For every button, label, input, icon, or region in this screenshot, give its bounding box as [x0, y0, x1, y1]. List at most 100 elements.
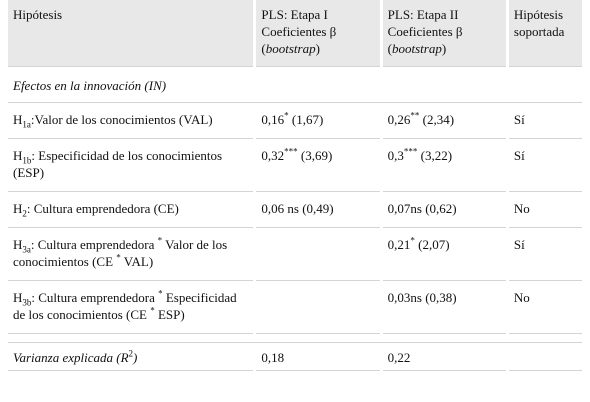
text-run: bootstrap: [392, 41, 442, 56]
table-row: H3b: Cultura emprendedora * Especificida…: [8, 281, 582, 334]
cell: Sí: [508, 103, 582, 139]
text-run: *: [116, 252, 121, 263]
text-run: Sí: [513, 148, 525, 163]
cell: 0,03ns (0,38): [382, 281, 506, 334]
cell: 0,22: [382, 343, 506, 371]
cell: Sí: [508, 139, 582, 192]
text-run: H: [13, 290, 23, 305]
cell: 0,3*** (3,22): [382, 139, 506, 192]
table-row: H2: Cultura emprendedora (CE) 0,06 ns (0,…: [8, 192, 582, 228]
text-run: 2: [22, 208, 27, 219]
text-run: : Cultura emprendedora: [31, 290, 159, 305]
text-run: 3a: [22, 244, 31, 255]
text-run: H: [13, 148, 23, 163]
text-run: : Cultura emprendedora: [30, 237, 158, 252]
text-run: 0,21: [387, 237, 411, 252]
cell: Sí: [508, 228, 582, 281]
text-run: :Valor de los conocimientos (VAL): [30, 112, 213, 127]
text-run: Hipótesis: [13, 7, 63, 22]
cell: 0,26** (2,34): [382, 103, 506, 139]
text-run: VAL): [120, 254, 154, 269]
cell: H1a:Valor de los conocimientos (VAL): [8, 103, 254, 139]
cell: H3a: Cultura emprendedora * Valor de los…: [8, 228, 254, 281]
table-row: H3a: Cultura emprendedora * Valor de los…: [8, 228, 582, 281]
cell: PLS: Etapa I Coeficientes β (bootstrap): [256, 0, 380, 67]
cell: H2: Cultura emprendedora (CE): [8, 192, 254, 228]
text-run: H: [13, 201, 23, 216]
cell: No: [508, 192, 582, 228]
text-run: 0,32: [261, 148, 285, 163]
header-row: Hipótesis PLS: Etapa I Coeficientes β (bo…: [8, 0, 582, 67]
text-run: (2,07): [414, 237, 450, 252]
text-run: 0,16: [261, 112, 285, 127]
cell: [508, 343, 582, 371]
text-run: No: [513, 290, 530, 305]
text-run: ***: [403, 146, 418, 157]
text-run: 0,18: [261, 350, 285, 365]
text-run: (3,69): [297, 148, 333, 163]
text-run: (3,22): [417, 148, 453, 163]
text-run: Sí: [513, 112, 525, 127]
table-row: H1a:Valor de los conocimientos (VAL) 0,16…: [8, 103, 582, 139]
text-run: (1,67): [288, 112, 324, 127]
text-run: ): [315, 41, 320, 56]
cell: 0,18: [256, 343, 380, 371]
text-run: Especificidad de los conocimientos (CE: [13, 290, 237, 322]
cell: 0,21* (2,07): [382, 228, 506, 281]
cell: PLS: Etapa II Coeficientes β (bootstrap): [382, 0, 506, 67]
text-run: *: [284, 110, 289, 121]
text-run: Hipótesis soportada: [513, 7, 565, 39]
text-run: *: [158, 288, 163, 299]
text-run: H: [13, 237, 23, 252]
text-run: *: [410, 235, 415, 246]
text-run: 1b: [22, 155, 32, 166]
text-run: 0,07ns (0,62): [387, 201, 457, 216]
cell: [256, 228, 380, 281]
text-run: *: [150, 305, 155, 316]
cell: 0,32*** (3,69): [256, 139, 380, 192]
results-table: Hipótesis PLS: Etapa I Coeficientes β (bo…: [5, 0, 585, 371]
cell: 0,16* (1,67): [256, 103, 380, 139]
cell: [256, 281, 380, 334]
text-run: **: [410, 110, 420, 121]
spacer: [8, 334, 582, 343]
cell: H1b: Especificidad de los conocimientos …: [8, 139, 254, 192]
text-run: ***: [284, 146, 298, 157]
text-run: Varianza explicada (R: [13, 350, 129, 365]
text-run: Valor de los conocimientos (CE: [13, 237, 228, 269]
text-run: 2: [128, 348, 134, 359]
cell: Varianza explicada (R2): [8, 343, 254, 371]
text-run: Sí: [513, 237, 525, 252]
text-run: ): [441, 41, 447, 56]
text-run: No: [513, 201, 530, 216]
text-run: 0,26: [387, 112, 411, 127]
text-run: 0,03ns (0,38): [387, 290, 457, 305]
text-run: *: [157, 235, 163, 246]
spacer-row: [8, 334, 582, 343]
table-body: Efectos en la innovación (IN) H1a:Valor …: [8, 67, 582, 371]
text-run: ): [133, 350, 138, 365]
text-run: bootstrap: [265, 41, 316, 56]
text-run: ESP): [154, 307, 185, 322]
section-row: Efectos en la innovación (IN): [8, 67, 582, 103]
cell: 0,06 ns (0,49): [256, 192, 380, 228]
section-title: Efectos en la innovación (IN): [8, 67, 582, 103]
cell: No: [508, 281, 582, 334]
text-run: : Cultura emprendedora (CE): [26, 201, 179, 216]
cell: Hipótesis: [8, 0, 254, 67]
text-run: : Especificidad de los conocimientos (ES…: [13, 148, 223, 180]
text-run: PLS: Etapa II Coeficientes β (: [387, 7, 463, 56]
text-run: 0,3: [387, 148, 404, 163]
text-run: 0,06 ns (0,49): [261, 201, 334, 216]
cell: 0,07ns (0,62): [382, 192, 506, 228]
text-run: PLS: Etapa I Coeficientes β (: [261, 7, 337, 56]
text-run: 3b: [22, 297, 32, 308]
cell: H3b: Cultura emprendedora * Especificida…: [8, 281, 254, 334]
table-row: H1b: Especificidad de los conocimientos …: [8, 139, 582, 192]
footer-row: Varianza explicada (R2) 0,18 0,22: [8, 343, 582, 371]
text-run: H: [13, 112, 23, 127]
cell: Hipótesis soportada: [508, 0, 582, 67]
text-run: (2,34): [419, 112, 455, 127]
text-run: 1a: [22, 119, 31, 130]
